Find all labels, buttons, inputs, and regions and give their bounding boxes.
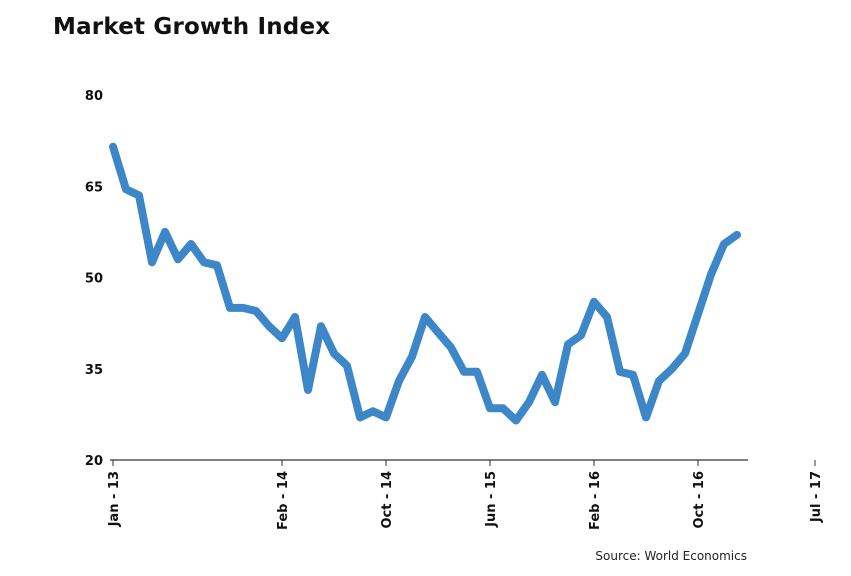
- chart-title: Market Growth Index: [53, 14, 331, 40]
- x-tick-label: Feb - 14: [276, 471, 291, 530]
- y-tick-label: 80: [85, 89, 103, 104]
- x-tick-label: Oct - 14: [380, 471, 395, 529]
- source-note: Source: World Economics: [595, 549, 747, 563]
- y-axis-ticks: 20 35 50 65 80: [85, 89, 103, 469]
- x-axis-ticks: Jan - 13 Feb - 14 Oct - 14 Jun - 15 Feb - 16…: [107, 460, 824, 530]
- x-tick-label: Feb - 16: [588, 471, 603, 530]
- x-tick-label: Jun - 15: [484, 471, 499, 528]
- y-tick-label: 35: [85, 363, 103, 378]
- y-tick-label: 50: [85, 272, 103, 287]
- y-tick-label: 65: [85, 180, 103, 195]
- y-tick-label: 20: [85, 454, 103, 469]
- x-tick-label: Jan - 13: [107, 471, 122, 527]
- x-tick-label: Jul - 17: [809, 471, 824, 523]
- x-tick-label: Oct - 16: [692, 471, 707, 529]
- series-line: [109, 142, 741, 425]
